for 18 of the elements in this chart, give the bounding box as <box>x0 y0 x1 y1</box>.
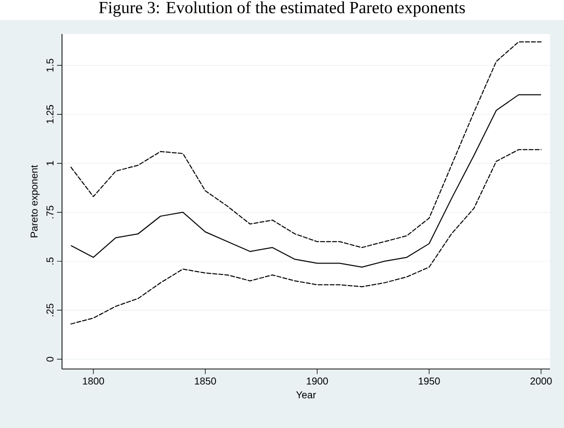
y-axis-title: Pareto exponent <box>30 165 40 238</box>
y-tick-label: 1 <box>46 161 54 166</box>
x-axis-title: Year <box>296 391 316 398</box>
chart-title: Figure 3: Evolution of the estimated Pareto exponents <box>99 1 465 17</box>
x-tick-label: 2000 <box>530 378 552 385</box>
x-tick-label: 1800 <box>83 378 104 385</box>
x-tick-label: 1900 <box>306 378 328 385</box>
x-tick-label: 1850 <box>194 378 216 385</box>
y-tick-label: .25 <box>46 304 54 316</box>
y-tick-label: .75 <box>46 206 54 218</box>
y-tick-label: 1.25 <box>46 105 54 124</box>
line-series <box>70 41 542 248</box>
line-series <box>70 149 542 324</box>
line-series <box>70 94 542 268</box>
x-tick-label: 1950 <box>418 378 440 385</box>
y-tick-label: 1.5 <box>46 58 54 72</box>
y-tick-label: .5 <box>46 258 54 264</box>
y-tick-label: 0 <box>46 356 54 362</box>
